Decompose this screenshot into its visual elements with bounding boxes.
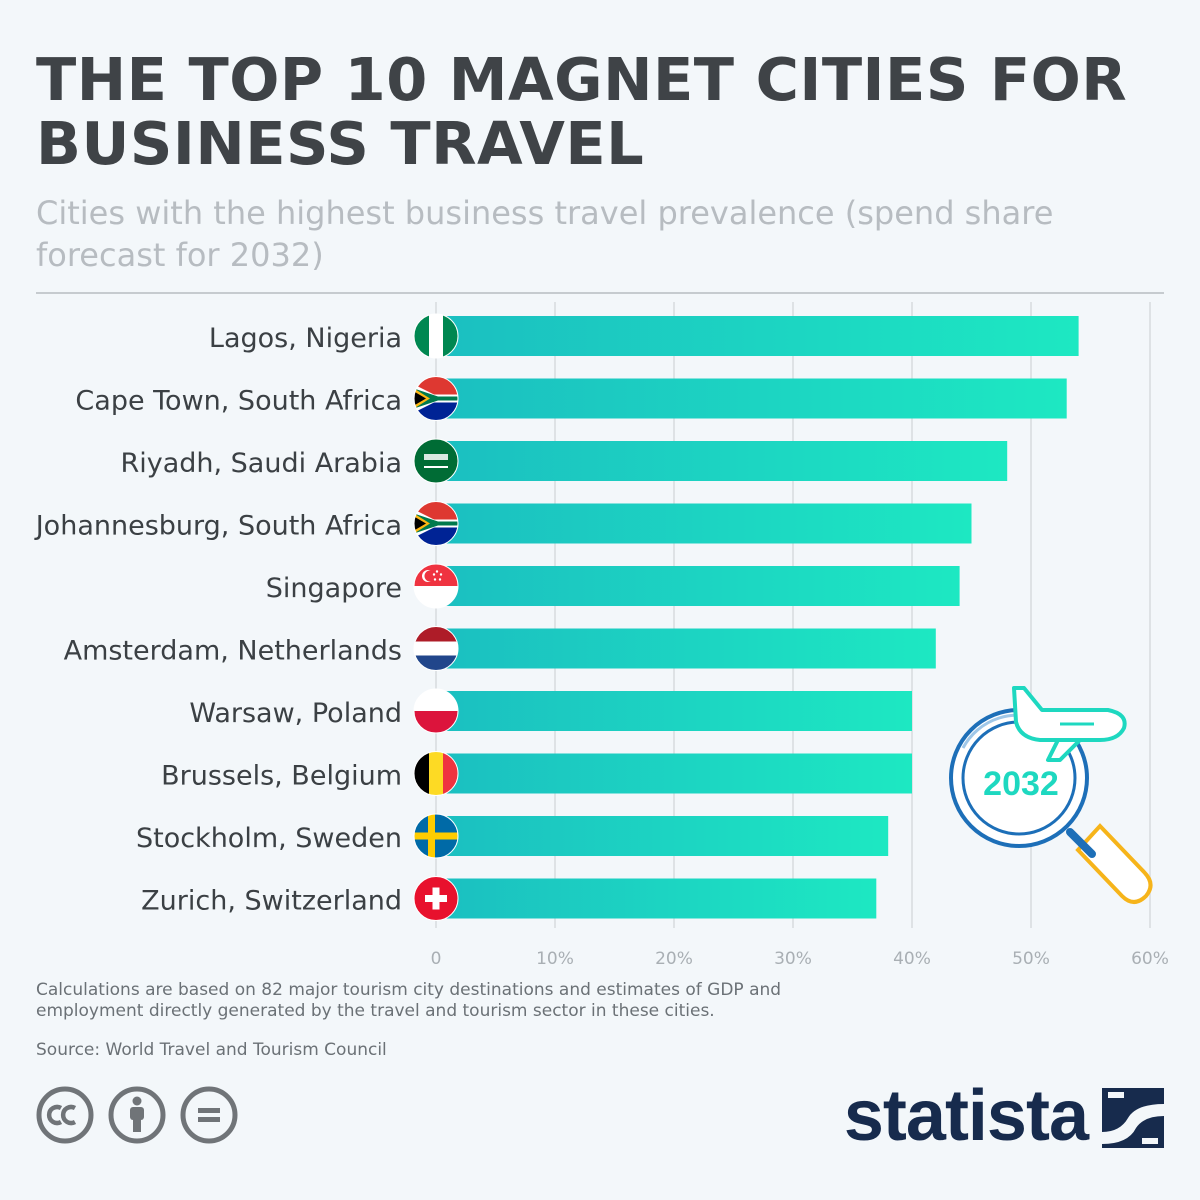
statista-logo[interactable]: statista <box>843 1076 1089 1156</box>
flags <box>413 313 459 921</box>
creative-commons-icon[interactable] <box>36 1086 94 1144</box>
bar <box>436 753 912 794</box>
netherlands-flag-icon <box>413 626 459 671</box>
source-note: Source: World Travel and Tourism Council <box>36 1040 387 1060</box>
category-label: Lagos, Nigeria <box>209 323 402 354</box>
title-divider <box>36 292 1164 294</box>
category-label: Singapore <box>266 573 402 604</box>
category-labels: Lagos, Nigeria Cape Town, South Africa Riy… <box>34 323 402 917</box>
x-tick-label: 40% <box>893 949 931 969</box>
category-label: Stockholm, Sweden <box>136 823 402 854</box>
category-label: Zurich, Switzerland <box>141 886 402 917</box>
bar <box>436 316 1079 356</box>
nigeria-flag-icon <box>413 313 459 359</box>
x-tick-label: 0 <box>431 949 442 969</box>
south-africa-flag-icon <box>413 501 459 546</box>
airplane-icon <box>1012 686 1127 762</box>
magnifier-icon: 2032 <box>949 686 1153 904</box>
bar <box>436 628 936 669</box>
category-label: Johannesburg, South Africa <box>34 511 402 542</box>
statista-logo-mark[interactable] <box>1102 1088 1164 1148</box>
switzerland-flag-icon <box>413 876 459 921</box>
category-label: Brussels, Belgium <box>161 761 402 792</box>
south-africa-flag-icon <box>413 376 459 421</box>
singapore-flag-icon <box>413 563 459 609</box>
x-tick-label: 10% <box>536 949 574 969</box>
poland-flag-icon <box>413 688 459 734</box>
chart-title: THE TOP 10 MAGNET CITIES FOR BUSINESS TR… <box>36 45 1128 178</box>
bar <box>436 691 912 731</box>
category-label: Warsaw, Poland <box>189 698 402 729</box>
x-axis-ticks: 0 10% 20% 30% 40% 50% 60% <box>431 949 1169 969</box>
belgium-flag-icon <box>413 751 459 796</box>
chart-subtitle: Cities with the highest business travel … <box>36 194 1054 274</box>
bar <box>436 441 1008 481</box>
no-derivatives-icon[interactable] <box>180 1086 238 1144</box>
footnote: Calculations are based on 82 major touri… <box>36 980 782 1021</box>
category-label: Cape Town, South Africa <box>75 386 402 417</box>
x-tick-label: 30% <box>774 949 812 969</box>
bar <box>436 566 960 606</box>
x-tick-label: 60% <box>1131 949 1169 969</box>
x-tick-label: 20% <box>655 949 693 969</box>
sweden-flag-icon <box>413 813 459 859</box>
category-label: Riyadh, Saudi Arabia <box>120 448 402 479</box>
year-badge: 2032 <box>983 765 1059 803</box>
bar-chart: Lagos, Nigeria Cape Town, South Africa Riy… <box>34 302 1169 969</box>
saudi-arabia-flag-icon <box>413 438 459 484</box>
bar <box>436 816 889 856</box>
bar <box>436 378 1067 419</box>
bar <box>436 878 877 919</box>
bars <box>436 316 1079 919</box>
category-label: Amsterdam, Netherlands <box>64 636 402 667</box>
x-tick-label: 50% <box>1012 949 1050 969</box>
bar <box>436 503 972 544</box>
attribution-icon[interactable] <box>108 1086 166 1144</box>
